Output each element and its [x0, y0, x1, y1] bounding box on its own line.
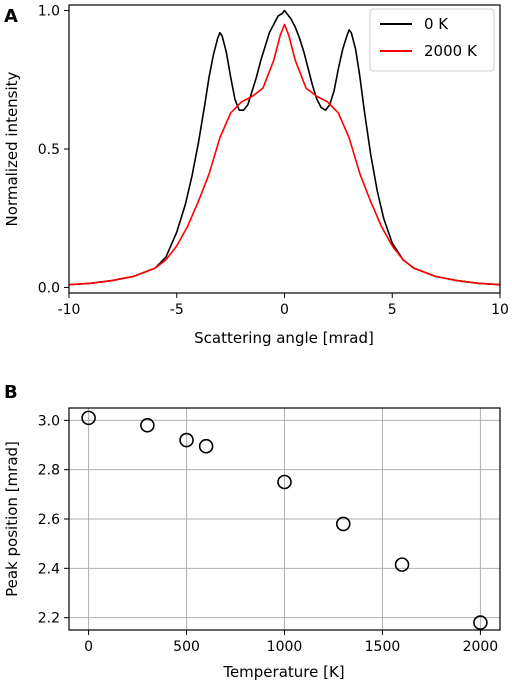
scatter-point	[198, 438, 214, 454]
scatter-point	[473, 615, 488, 630]
panel-b-frame	[68, 407, 501, 631]
b-ytick-label: 2.4	[38, 561, 60, 577]
panel-a-xlabel: Scattering angle [mrad]	[194, 329, 374, 347]
panel-b-xlabel: Temperature [K]	[222, 663, 344, 681]
panel-a-frame	[68, 4, 501, 294]
a-xtick-label: 10	[491, 302, 509, 318]
series-line-2000k	[68, 23, 501, 286]
panel-label-b: B	[4, 382, 18, 403]
scatter-point	[81, 410, 96, 426]
a-xtick-label: -10	[58, 302, 81, 318]
panel-b-ylabel: Peak position [mrad]	[3, 441, 21, 597]
scatter-point	[140, 417, 155, 433]
b-ytick-label: 2.6	[38, 512, 60, 528]
a-xtick-label: 0	[280, 302, 289, 318]
legend-label-0k: 0 K	[424, 15, 449, 33]
scatter-point	[335, 516, 351, 532]
panel-b-ticks: 0 500 1000 1500 2000 2.2 2.4 2.6 2.8 3.0	[38, 413, 498, 655]
b-xtick-label: 2000	[463, 639, 499, 655]
b-ytick-label: 2.8	[38, 463, 60, 479]
panel-a-lines	[68, 9, 501, 286]
panel-b-grid	[69, 408, 500, 630]
legend-label-2000k: 2000 K	[424, 42, 478, 60]
a-ytick-label: 0.5	[38, 142, 60, 158]
panel-a-ylabel: Normalized intensity	[3, 71, 21, 226]
panel-b-points	[81, 410, 488, 630]
b-ytick-label: 2.2	[38, 611, 60, 627]
b-xtick-label: 1500	[365, 639, 401, 655]
legend: 0 K 2000 K	[369, 8, 495, 72]
scatter-point	[277, 474, 292, 490]
scatter-point	[179, 432, 194, 448]
b-ytick-label: 3.0	[38, 413, 60, 429]
a-xtick-label: 5	[388, 302, 397, 318]
a-ytick-label: 1.0	[38, 4, 60, 20]
b-xtick-label: 500	[173, 639, 200, 655]
a-ytick-label: 0.0	[38, 280, 60, 296]
b-xtick-label: 0	[84, 639, 93, 655]
panel-a-ticks: -10 -5 0 5 10 0.0 0.5 1.0	[38, 4, 509, 318]
b-xtick-label: 1000	[267, 639, 303, 655]
scatter-point	[394, 557, 410, 572]
panel-label-a: A	[4, 6, 18, 27]
series-line-0k	[68, 9, 501, 286]
a-xtick-label: -5	[170, 302, 184, 318]
